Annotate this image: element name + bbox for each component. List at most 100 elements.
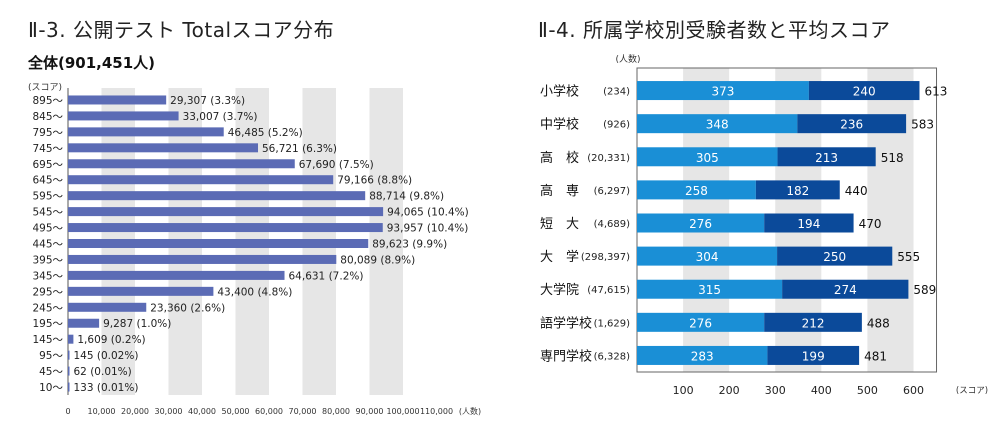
data-label: 93,957 (10.4%) xyxy=(387,223,469,235)
category-label: 大 学 xyxy=(540,249,579,265)
x-tick-label: 600 xyxy=(903,384,924,397)
total-label: 583 xyxy=(911,118,934,132)
bar-segment-reading xyxy=(764,213,854,233)
bar-segment-listening xyxy=(637,180,756,200)
data-label: 33,007 (3.7%) xyxy=(183,111,258,123)
bar xyxy=(68,175,334,185)
segment-value-label: 373 xyxy=(711,85,734,99)
school-score-title: Ⅱ-4. 所属学校別受験者数と平均スコア xyxy=(538,18,891,42)
segment-value-label: 250 xyxy=(823,250,846,264)
y-tick-label: 445〜 xyxy=(32,239,63,251)
y-tick-label: 595〜 xyxy=(32,191,63,203)
data-label: 56,721 (6.3%) xyxy=(262,143,337,155)
y-tick-label: 295〜 xyxy=(32,286,63,298)
total-label: 470 xyxy=(859,217,882,231)
x-tick-label: 70,000 xyxy=(289,407,317,416)
x-tick-label: 10,000 xyxy=(88,407,116,416)
bar xyxy=(68,334,74,344)
y-tick-label: 10〜 xyxy=(39,382,63,394)
category-label: 中学校 xyxy=(540,117,579,133)
category-label: 大学院 xyxy=(540,282,579,298)
score-distribution-panel: Ⅱ-3. 公開テスト Totalスコア分布 全体(901,451人) (スコア)… xyxy=(28,18,481,416)
data-label: 145 (0.02%) xyxy=(74,350,139,362)
bar xyxy=(68,366,70,376)
bar xyxy=(68,95,167,105)
segment-value-label: 240 xyxy=(853,85,876,99)
x-tick-label: 100,000 xyxy=(386,407,419,416)
bar xyxy=(68,207,384,217)
segment-value-label: 274 xyxy=(834,283,857,297)
data-label: 67,690 (7.5%) xyxy=(299,159,374,171)
count-label: (298,397) xyxy=(581,252,630,263)
total-label: 589 xyxy=(913,283,936,297)
x-tick-label: 40,000 xyxy=(188,407,216,416)
segment-value-label: 258 xyxy=(685,184,708,198)
y-tick-label: 345〜 xyxy=(32,270,63,282)
x-tick-label: 90,000 xyxy=(356,407,384,416)
bar xyxy=(68,191,366,201)
bar-segment-listening xyxy=(637,147,778,167)
bar xyxy=(68,286,214,296)
score-distribution-chart: (スコア) 895〜 29,307 (3.3%) 845〜 33,007 (3.7%) 7… xyxy=(28,83,481,416)
category-label: 高 校 xyxy=(540,150,579,166)
total-label: 488 xyxy=(867,316,890,330)
segment-value-label: 199 xyxy=(802,349,825,363)
segment-value-label: 182 xyxy=(786,184,809,198)
category-label: 語学学校 xyxy=(540,315,592,331)
total-label: 440 xyxy=(845,184,868,198)
total-label: 481 xyxy=(864,349,887,363)
data-label: 43,400 (4.8%) xyxy=(217,286,292,298)
data-label: 80,089 (8.9%) xyxy=(340,254,415,266)
x-tick-label: 110,000 xyxy=(420,407,453,416)
y-tick-label: 495〜 xyxy=(32,223,63,235)
data-label: 23,360 (2.6%) xyxy=(150,302,225,314)
bar xyxy=(68,127,224,137)
bar-segment-listening xyxy=(637,213,765,233)
count-label: (6,297) xyxy=(594,186,631,197)
x-tick-label: 80,000 xyxy=(322,407,350,416)
bar xyxy=(68,239,369,248)
x-tick-label: 200 xyxy=(719,384,740,397)
y-tick-label: 645〜 xyxy=(32,175,63,187)
grid-band xyxy=(369,88,403,395)
segment-value-label: 305 xyxy=(696,151,719,165)
x-tick-label: 300 xyxy=(765,384,786,397)
bar xyxy=(68,254,337,264)
x-tick-label: 100 xyxy=(673,384,694,397)
category-label: 短 大 xyxy=(540,217,579,232)
count-label: (6,328) xyxy=(594,351,631,362)
bar-segment-listening xyxy=(637,345,768,365)
count-label: (1,629) xyxy=(594,318,631,329)
count-label: (20,331) xyxy=(587,153,630,164)
y-tick-label: 45〜 xyxy=(39,366,63,378)
segment-value-label: 194 xyxy=(797,217,820,231)
x-axis-label: (人数) xyxy=(459,406,481,416)
bar xyxy=(68,302,147,312)
bar xyxy=(68,159,295,169)
x-tick-label: 60,000 xyxy=(255,407,283,416)
school-score-chart: (人数) 小学校 (234) 373 240 613 中学校 (926) 348 236 583 高 … xyxy=(540,53,988,397)
x-tick-label: 400 xyxy=(811,384,832,397)
bar-segment-listening xyxy=(637,114,798,134)
bar xyxy=(68,382,70,392)
x-tick-label: 30,000 xyxy=(155,407,183,416)
data-label: 29,307 (3.3%) xyxy=(170,95,245,107)
x-axis-label: (スコア) xyxy=(956,386,988,396)
segment-value-label: 276 xyxy=(689,316,712,330)
school-score-panel: Ⅱ-4. 所属学校別受験者数と平均スコア (人数) 小学校 (234) 373 240 6… xyxy=(520,0,1000,445)
y-tick-label: 695〜 xyxy=(32,159,63,171)
bar xyxy=(68,270,285,280)
total-label: 613 xyxy=(924,85,947,99)
segment-value-label: 213 xyxy=(815,151,838,165)
y-tick-label: 395〜 xyxy=(32,254,63,266)
segment-value-label: 348 xyxy=(706,118,729,132)
y-tick-label: 895〜 xyxy=(32,95,63,107)
segment-value-label: 236 xyxy=(840,118,863,132)
data-label: 133 (0.01%) xyxy=(74,382,139,394)
x-tick-label: 20,000 xyxy=(121,407,149,416)
segment-value-label: 283 xyxy=(691,349,714,363)
total-label: 518 xyxy=(881,151,904,165)
total-label: 555 xyxy=(897,250,920,264)
bar xyxy=(68,111,179,121)
bar-segment-listening xyxy=(637,81,809,101)
